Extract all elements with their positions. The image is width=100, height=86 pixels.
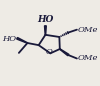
Text: O: O xyxy=(46,48,53,57)
Text: OMe: OMe xyxy=(78,26,98,34)
Text: HO: HO xyxy=(37,15,53,24)
Polygon shape xyxy=(17,37,28,43)
Text: HO: HO xyxy=(2,35,16,43)
Text: OMe: OMe xyxy=(78,54,98,62)
Polygon shape xyxy=(60,49,69,56)
Polygon shape xyxy=(44,26,46,35)
